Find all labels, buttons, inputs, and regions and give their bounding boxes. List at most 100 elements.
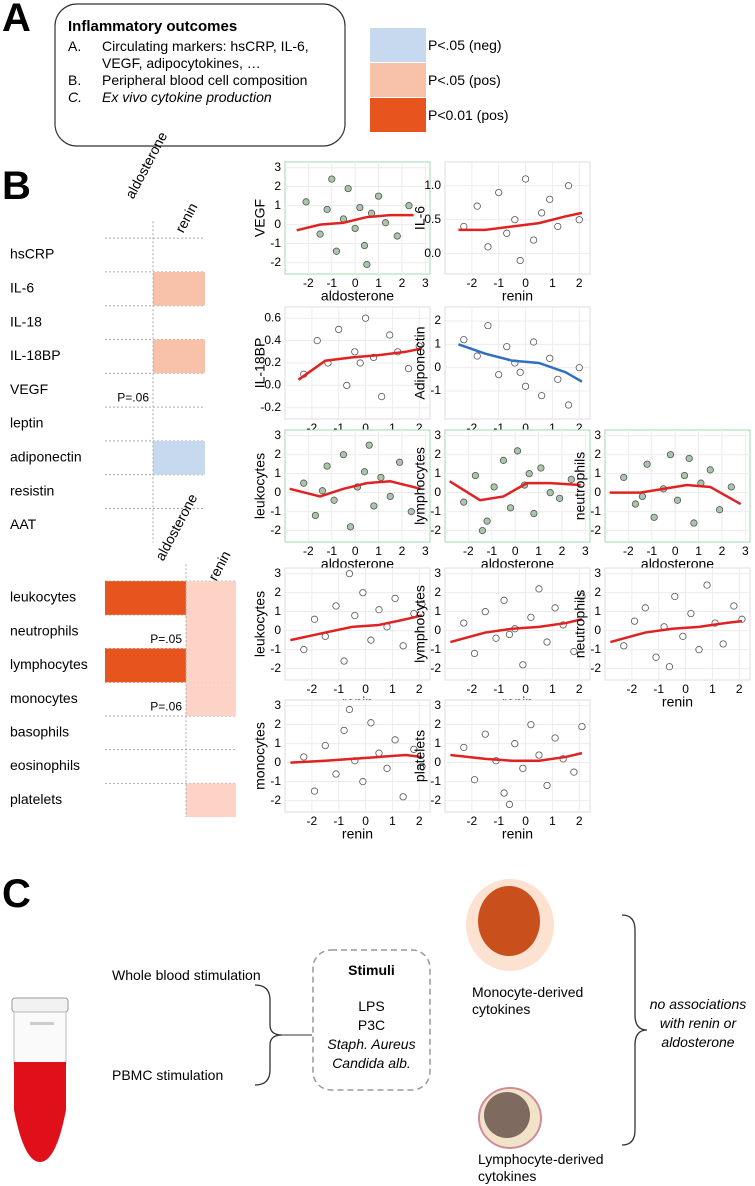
y-tick-label: -2 [590,661,601,675]
y-tick-label: -1 [590,642,601,656]
x-tick-label: -1 [653,682,664,696]
scatter-point [525,470,533,478]
tube-blood [14,1062,66,1162]
panel-label: C [2,872,31,916]
x-tick-label: 0 [352,544,359,558]
scatter-point [543,781,551,790]
scatter-point [483,517,491,525]
plot-frame [604,567,751,681]
legend-label: P<0.01 (pos) [428,107,509,123]
x-tick-label: -1 [493,814,504,828]
scatter-point [302,198,310,206]
x-tick-label: 1 [549,276,556,290]
y-tick-label: 0.0 [264,378,281,392]
scatter-point [575,216,583,224]
y-tick-label: -1 [430,504,441,518]
scatter-point [393,232,401,240]
scatter-point [555,494,564,502]
row-label: AAT [10,516,37,532]
y-tick-label: 3 [274,428,281,442]
x-tick-label: 2 [576,421,583,435]
scatter-point [360,241,369,250]
y-tick-label: -2 [590,523,601,537]
scatter-point [345,705,354,714]
y-axis-label: IL-6 [412,206,428,230]
y-tick-label: -1 [430,774,441,788]
x-tick-label: -1 [646,544,657,558]
x-tick-label: 2 [416,421,423,435]
scatter-point [346,523,355,531]
x-tick-label: -1 [493,421,504,435]
scatter-point [386,331,394,339]
scatter-point [505,630,514,639]
y-tick-label: 1 [594,604,601,618]
y-tick-label: 0 [434,623,441,637]
scatter-point [300,753,308,761]
scatter-point [551,734,559,742]
scatter-point [363,260,371,269]
fit-line [458,211,583,232]
scatter-point [330,496,338,504]
box-title: Inflammatory outcomes [68,18,238,35]
y-tick-label: -1 [270,774,281,788]
scatter-point [650,513,658,521]
x-tick-label: 1 [549,814,556,828]
y-tick-label: -1 [430,383,441,397]
scatter-point [356,203,364,212]
scatter-point [339,451,348,459]
scatter-point [495,371,503,379]
scatter-point [340,657,348,665]
x-tick-label: -2 [467,276,478,290]
scatter-point [359,589,367,597]
fit-line [289,479,421,498]
y-tick-label: 1 [434,736,441,750]
scatter-point [506,504,515,512]
scatter-point [460,619,468,627]
y-tick-label: -2 [270,523,281,537]
scatter-point [641,604,649,612]
y-axis-label: neutrophils [572,452,588,521]
scatter-point [410,745,418,753]
brace [254,984,283,1086]
scatter-point [516,368,524,376]
scatter-point [321,741,329,750]
scatter-point [666,451,675,459]
y-tick-label: 0.6 [264,310,281,324]
scatter-point [492,634,500,642]
outcome-item: A. Circulating markers: hsCRP, IL-6, VEGF… [68,38,338,72]
x-tick-label: -1 [493,682,504,696]
legend-swatch [370,98,426,132]
row-label: hsCRP [10,246,54,262]
row-label: monocytes [10,690,78,706]
y-axis-label: leukocytes [252,453,268,519]
scatter-point [316,230,324,238]
scatter-point [391,736,399,744]
row-label: IL-18BP [10,347,61,363]
x-tick-label: 0 [522,814,529,828]
scatter-point [680,471,689,480]
scatter-point [665,663,674,671]
scatter-point [360,468,369,476]
scatter-point [404,364,413,373]
scatter-point [535,751,543,759]
x-tick-label: 2 [416,682,423,696]
y-tick-label: 3 [274,698,281,712]
x-tick-label: -1 [333,682,344,696]
lymphocyte-nucleus [484,1092,530,1138]
scatter-point [367,636,375,644]
scatter-point [332,770,340,778]
y-tick-label: 2 [434,585,441,599]
scatter-point [620,642,628,650]
scatter-point [730,602,738,610]
scatter-point [343,381,351,389]
y-tick-label: -2 [270,661,281,675]
y-axis-label: lymphocytes [412,447,428,525]
y-axis-label: neutrophils [572,590,588,659]
scatter-point [503,343,511,351]
y-tick-label: 0 [434,485,441,499]
stimulation-label: Whole blood stimulation [112,967,261,983]
scatter-point [516,256,524,265]
fit-line [290,614,423,642]
outcome-list: A. Circulating markers: hsCRP, IL-6, VEGF… [68,38,338,106]
y-tick-label: 2 [274,717,281,731]
